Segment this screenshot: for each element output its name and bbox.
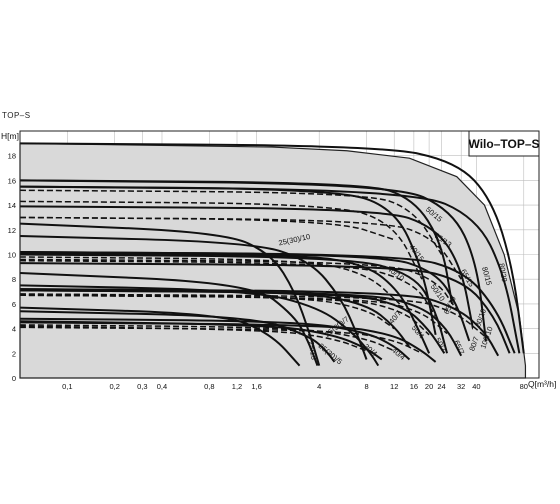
y-axis-title: H[m] [1,131,19,141]
x-tick-label: 1,2 [232,382,242,391]
x-tick-label: 16 [410,382,418,391]
y-tick-label: 18 [8,152,16,161]
plot-frame [19,130,540,379]
y-tick-label: 2 [12,349,16,358]
x-tick-label: 0,4 [157,382,167,391]
curve-dashed-15 [19,200,423,280]
curve-50-4 [19,321,437,363]
curve-dashed-24 [19,189,443,255]
curve-80-15 [19,185,521,354]
curves-layer [19,142,525,367]
y-tick-label: 0 [12,374,16,383]
curve-solid-1 [19,272,319,367]
y-tick-label: 14 [8,201,16,210]
curve-80-10 [19,251,516,354]
chart-title: Wilo–TOP–S [468,137,539,151]
x-tick-label: 12 [390,382,398,391]
curve-dashed-13 [19,324,395,352]
y-ticks-layer: 0 2 4 6 8 10 12 14 16 18 [8,152,16,383]
curve-80-20 [19,142,525,354]
y-tick-label: 4 [12,325,16,334]
x-tick-label: 80 [520,382,528,391]
curve-80-7 [19,288,500,357]
y-tick-label: 16 [8,176,16,185]
curve-dashed-7 [19,325,367,352]
curve-dashed-36 [19,293,486,337]
curve-25-30-7 [19,284,380,367]
x-tick-label: 0,1 [62,382,72,391]
axes-layer [19,130,540,379]
curve-dashed-9 [19,256,401,305]
x-axis-title: Q[m³/h] [528,379,556,389]
curve-dashed-20 [19,326,423,355]
legend-box: Wilo–TOP–S [468,130,540,157]
pump-label-25-13: 25/13 [306,340,318,360]
curve-dashed-11 [19,293,395,330]
x-tick-label: 20 [425,382,433,391]
chart-header-label: TOP–S [2,111,31,120]
x-tick-label: 0,2 [109,382,119,391]
x-tick-label: 32 [457,382,465,391]
x-ticks-layer: 0,1 0,2 0,3 0,4 0,8 1,2 1,6 4 8 12 16 20 24 32 40 80 [62,382,528,391]
legend-frame [468,130,540,157]
x-tick-label: 0,8 [204,382,214,391]
y-tick-label: 12 [8,226,16,235]
curve-dashed-29 [19,258,458,311]
x-tick-label: 40 [472,382,480,391]
y-tick-label: 8 [12,275,16,284]
curve-65-13 [19,205,474,329]
x-tick-label: 24 [437,382,445,391]
x-tick-label: 0,3 [137,382,147,391]
curve-dashed-31 [19,294,448,335]
curve-dashed-18 [19,259,437,317]
curve-100-10 [19,262,511,354]
y-tick-label: 10 [8,251,16,260]
x-tick-label: 8 [364,382,368,391]
x-tick-label: 4 [317,382,321,391]
x-tick-label: 1,6 [251,382,261,391]
curve-dashed-26 [19,216,462,280]
y-tick-label: 6 [12,300,16,309]
pump-label-80-20: 80/20 [497,263,509,283]
